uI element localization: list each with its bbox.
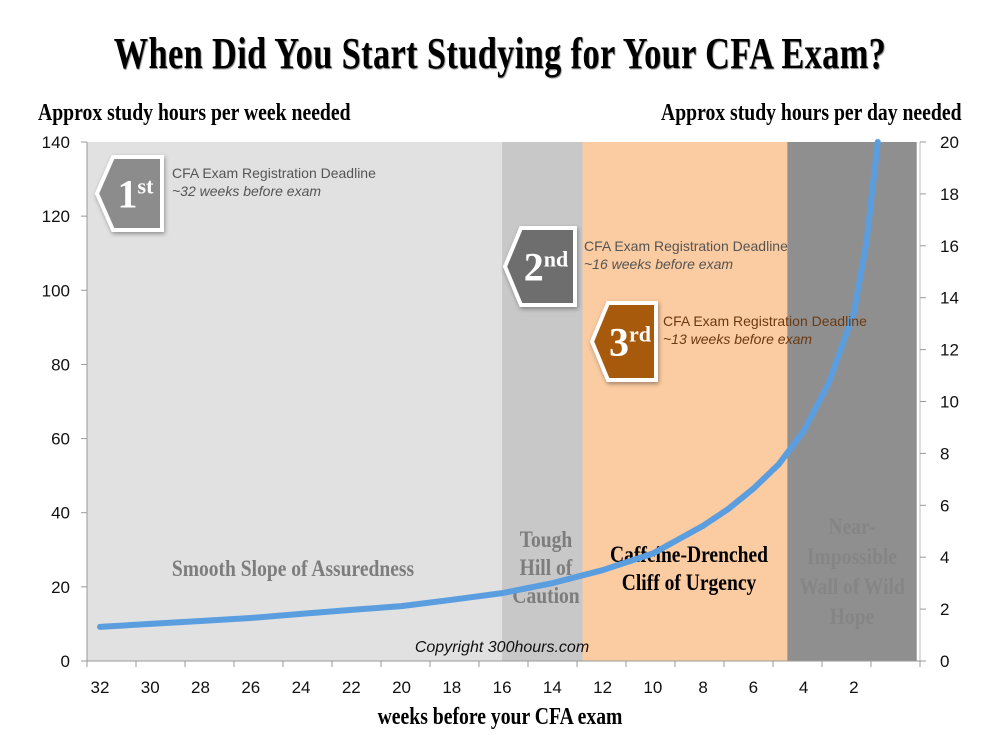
y2-tick-label: 8 xyxy=(940,444,949,463)
deadline-title: CFA Exam Registration Deadline xyxy=(663,313,867,329)
x-tick-label: 26 xyxy=(241,678,260,697)
deadline-badges: 1st CFA Exam Registration Deadline ~32 wee… xyxy=(94,155,867,382)
badge-number: 3 xyxy=(609,320,629,365)
region-label-line: Cliff of Urgency xyxy=(622,570,757,596)
region-label-line: Smooth Slope of Assuredness xyxy=(172,556,414,582)
badge-shape-2nd xyxy=(502,226,577,307)
x-tick-label: 28 xyxy=(191,678,210,697)
badge-1st: 1st CFA Exam Registration Deadline ~32 wee… xyxy=(94,155,376,232)
deadline-title: CFA Exam Registration Deadline xyxy=(172,165,376,181)
deadline-timing: ~16 weeks before exam xyxy=(584,256,733,272)
x-axis-label: weeks before your CFA exam xyxy=(377,704,623,730)
region-label-1: Tough Hill of Caution xyxy=(512,527,579,609)
badge-suffix: st xyxy=(138,174,155,199)
y-axis-left-label: Approx study hours per week needed xyxy=(38,100,351,126)
badge-shape-1st xyxy=(94,155,164,232)
y-tick-label: 120 xyxy=(42,207,70,226)
deadline-title: CFA Exam Registration Deadline xyxy=(584,238,788,254)
region-label-3: Near- Impossible Wall of Wild Hope xyxy=(799,514,905,630)
x-tick-label: 16 xyxy=(493,678,512,697)
x-tick-label: 24 xyxy=(292,678,311,697)
badge-shape-3rd xyxy=(589,301,658,382)
region-label-line: Hill of xyxy=(520,555,573,581)
badge-number: 1 xyxy=(118,172,138,217)
y2-tick-label: 10 xyxy=(940,393,959,412)
region-bands xyxy=(87,142,917,661)
y2-tick-label: 20 xyxy=(940,133,959,152)
badge-number: 2 xyxy=(524,245,544,290)
region-label-line: Caffeine-Drenched xyxy=(610,542,768,568)
y2-tick-label: 14 xyxy=(940,289,959,308)
y2-tick-label: 16 xyxy=(940,237,959,256)
badge-2nd: 2nd CFA Exam Registration Deadline ~16 wee… xyxy=(502,226,788,307)
x-tick-label: 32 xyxy=(91,678,110,697)
y-tick-label: 0 xyxy=(61,652,70,671)
chart-title: When Did You Start Studying for Your CFA… xyxy=(113,29,887,78)
badge-3rd: 3rd CFA Exam Registration Deadline ~13 wee… xyxy=(589,301,867,382)
region-band-2 xyxy=(582,142,788,661)
study-hours-curve xyxy=(97,139,881,630)
badge-label-1st: 1st xyxy=(118,172,155,217)
x-tick-label: 10 xyxy=(643,678,662,697)
y2-tick-label: 4 xyxy=(940,548,949,567)
badge-label-2nd: 2nd xyxy=(524,245,568,290)
y-tick-label: 80 xyxy=(51,355,70,374)
x-tick-label: 6 xyxy=(749,678,758,697)
y2-tick-label: 0 xyxy=(940,652,949,671)
x-tick-label: 12 xyxy=(593,678,612,697)
x-tick-label: 20 xyxy=(392,678,411,697)
region-label-line: Impossible xyxy=(807,544,897,570)
y-axis-right-label: Approx study hours per day needed xyxy=(661,100,962,126)
y2-tick-label: 6 xyxy=(940,496,949,515)
badge-suffix: rd xyxy=(629,322,651,347)
region-label-line: Wall of Wild xyxy=(799,574,905,600)
y2-tick-label: 18 xyxy=(940,185,959,204)
y-tick-label: 20 xyxy=(51,578,70,597)
x-tick-label: 4 xyxy=(799,678,808,697)
x-tick-label: 22 xyxy=(342,678,361,697)
y-tick-label: 100 xyxy=(42,281,70,300)
y2-tick-label: 2 xyxy=(940,600,949,619)
curve-line xyxy=(97,139,881,630)
y2-tick-label: 12 xyxy=(940,341,959,360)
deadline-timing: ~32 weeks before exam xyxy=(172,183,321,199)
region-label-2: Caffeine-Drenched Cliff of Urgency xyxy=(610,542,768,596)
region-label-0: Smooth Slope of Assuredness xyxy=(172,556,414,582)
x-tick-label: 30 xyxy=(141,678,160,697)
region-label-line: Tough xyxy=(520,527,573,553)
region-label-line: Hope xyxy=(830,604,875,630)
y-tick-label: 60 xyxy=(51,430,70,449)
x-tick-label: 14 xyxy=(543,678,562,697)
deadline-timing: ~13 weeks before exam xyxy=(663,331,812,347)
x-tick-label: 18 xyxy=(442,678,461,697)
region-label-line: Near- xyxy=(829,514,876,540)
y-tick-label: 40 xyxy=(51,504,70,523)
region-band-3 xyxy=(787,142,917,661)
copyright-text: Copyright 300hours.com xyxy=(415,639,589,656)
badge-suffix: nd xyxy=(544,247,568,272)
x-tick-label: 2 xyxy=(849,678,858,697)
x-tick-label: 8 xyxy=(698,678,707,697)
badge-label-3rd: 3rd xyxy=(609,320,651,365)
y-tick-label: 140 xyxy=(42,133,70,152)
